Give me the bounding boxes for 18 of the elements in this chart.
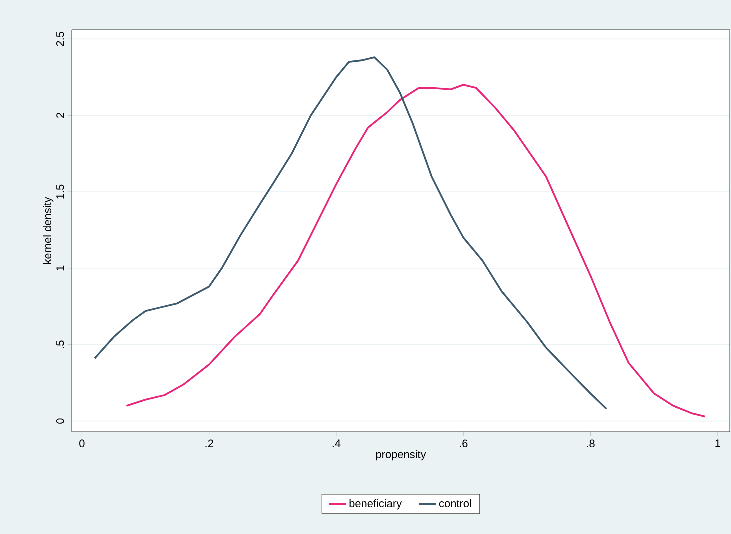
y-tick-label: 0 (56, 418, 64, 424)
x-tick-label: .2 (206, 440, 214, 448)
y-tick-label: 1.5 (56, 184, 64, 199)
line-series (126, 84, 706, 418)
legend-label: control (439, 499, 472, 508)
y-tick-label: 2 (56, 113, 64, 118)
x-tick-label: .6 (460, 440, 468, 448)
x-tick-label: .4 (332, 440, 341, 448)
legend-label: beneficiary (350, 499, 402, 510)
y-tick-label: 2.5 (56, 32, 64, 46)
y-tick-label: .5 (56, 340, 64, 348)
y-axis-title: kernel density (43, 197, 54, 264)
x-tick-label: 1 (716, 440, 720, 448)
x-tick-label: 0 (80, 440, 85, 448)
line-series (94, 56, 608, 410)
y-tick-label: 1 (56, 266, 64, 271)
x-tick-label: .8 (587, 440, 595, 448)
x-axis-title: propensity (376, 450, 426, 461)
